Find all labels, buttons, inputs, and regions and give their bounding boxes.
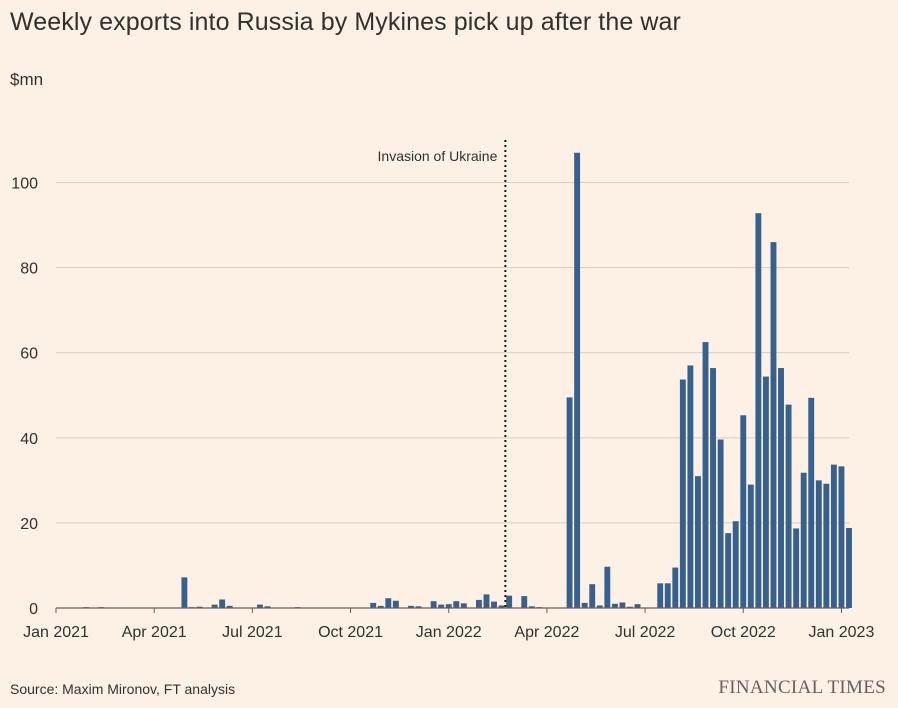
bar-week-91: [740, 415, 747, 608]
bar-week-50: [430, 601, 437, 608]
bar-week-22: [219, 599, 226, 608]
bar-week-98: [793, 528, 800, 608]
gridlines: [56, 182, 849, 524]
bar-week-101: [815, 480, 822, 608]
bar-week-27: [256, 604, 263, 608]
bar-week-102: [823, 483, 830, 608]
y-tick-label: 60: [20, 346, 38, 363]
bar-week-56: [475, 599, 482, 608]
bar-week-83: [679, 379, 686, 608]
source-note: Source: Maxim Mironov, FT analysis: [10, 681, 236, 697]
bar-week-23: [226, 605, 233, 608]
bar-week-80: [657, 583, 664, 608]
bar-week-72: [596, 605, 603, 608]
bar-week-60: [506, 595, 513, 608]
bar-week-103: [830, 464, 837, 608]
bar-week-68: [566, 397, 573, 608]
invasion-label: Invasion of Ukraine: [378, 148, 498, 164]
bar-series: [83, 152, 852, 609]
x-tick-label: Jul 2021: [222, 624, 283, 641]
bar-week-84: [687, 365, 694, 608]
bar-week-17: [181, 577, 188, 608]
bar-week-81: [664, 583, 671, 608]
bar-week-100: [808, 397, 815, 608]
y-tick-label: 20: [20, 516, 38, 533]
bar-week-90: [732, 521, 739, 608]
y-tick-label: 80: [20, 261, 38, 278]
bar-week-87: [710, 368, 716, 608]
bar-week-69: [574, 152, 581, 608]
bar-week-71: [589, 584, 596, 608]
bar-week-97: [785, 404, 792, 608]
x-tick-label: Apr 2022: [514, 624, 579, 641]
bar-week-86: [702, 342, 709, 608]
bar-week-88: [717, 439, 724, 608]
bar-week-43: [377, 605, 384, 608]
bar-week-92: [747, 484, 754, 608]
x-tick-label: Jan 2021: [23, 624, 89, 641]
x-tick-label: Apr 2021: [122, 624, 187, 641]
bar-week-52: [445, 604, 452, 608]
bar-week-95: [770, 242, 777, 609]
bar-week-77: [634, 604, 641, 608]
bar-week-96: [778, 368, 784, 608]
bar-week-94: [762, 376, 769, 608]
bar-week-42: [370, 602, 377, 608]
bar-week-105: [846, 528, 852, 608]
bar-week-99: [800, 472, 807, 608]
x-tick-label: Jan 2023: [809, 624, 875, 641]
bar-week-82: [672, 567, 679, 608]
bar-week-54: [460, 603, 467, 608]
bar-week-51: [438, 604, 445, 608]
bar-week-74: [611, 603, 618, 608]
bar-week-21: [211, 604, 218, 608]
bar-week-73: [604, 566, 611, 608]
bar-week-70: [581, 602, 588, 608]
bar-week-62: [521, 596, 528, 608]
bar-week-44: [385, 598, 392, 608]
y-tick-label: 40: [20, 431, 38, 448]
x-tick-label: Oct 2021: [318, 624, 383, 641]
y-tick-label: 0: [29, 601, 38, 618]
x-tick-label: Jan 2022: [416, 624, 482, 641]
bar-week-85: [695, 476, 701, 608]
bar-week-19: [196, 606, 203, 608]
invasion-annotation: Invasion of Ukraine: [378, 140, 507, 608]
bar-week-75: [619, 602, 626, 608]
y-tick-label: 100: [11, 176, 38, 193]
x-tick-label: Jul 2022: [615, 624, 676, 641]
bar-week-57: [483, 594, 490, 608]
bar-week-48: [415, 606, 422, 608]
bar-week-58: [491, 601, 497, 608]
bar-week-53: [453, 601, 460, 608]
bar-week-93: [755, 213, 762, 608]
weekly-exports-bar-chart: Invasion of Ukraine 0 20 40 60 80 100 Jan 2021…: [11, 140, 874, 641]
chart-title: Weekly exports into Russia by Mykines pi…: [10, 8, 681, 36]
x-tick-label: Oct 2022: [711, 624, 776, 641]
bar-week-63: [528, 606, 535, 608]
axes: 0 20 40 60 80 100 Jan 2021 Apr 2021 Jul 2021 Oct …: [11, 176, 874, 641]
bar-week-76: [627, 606, 633, 608]
bar-week-89: [725, 533, 732, 608]
bar-week-47: [408, 605, 414, 608]
bar-week-104: [838, 466, 845, 608]
bar-week-59: [498, 605, 505, 608]
bar-week-45: [392, 600, 399, 608]
bar-week-28: [264, 606, 271, 608]
ft-brand-logo: FINANCIAL TIMES: [718, 677, 886, 698]
y-axis-unit-label: $mn: [10, 70, 44, 89]
